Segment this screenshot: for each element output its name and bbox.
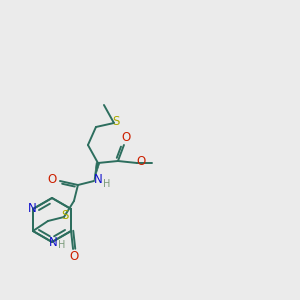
Text: N: N: [94, 172, 102, 185]
Text: O: O: [69, 250, 79, 263]
Text: O: O: [47, 172, 57, 185]
Text: O: O: [121, 130, 130, 143]
Text: S: S: [112, 115, 120, 128]
Text: H: H: [58, 240, 66, 250]
Text: H: H: [103, 179, 111, 189]
Text: N: N: [28, 202, 36, 215]
Text: O: O: [136, 154, 146, 167]
Text: S: S: [61, 208, 69, 221]
Polygon shape: [94, 163, 100, 181]
Text: N: N: [49, 236, 57, 248]
